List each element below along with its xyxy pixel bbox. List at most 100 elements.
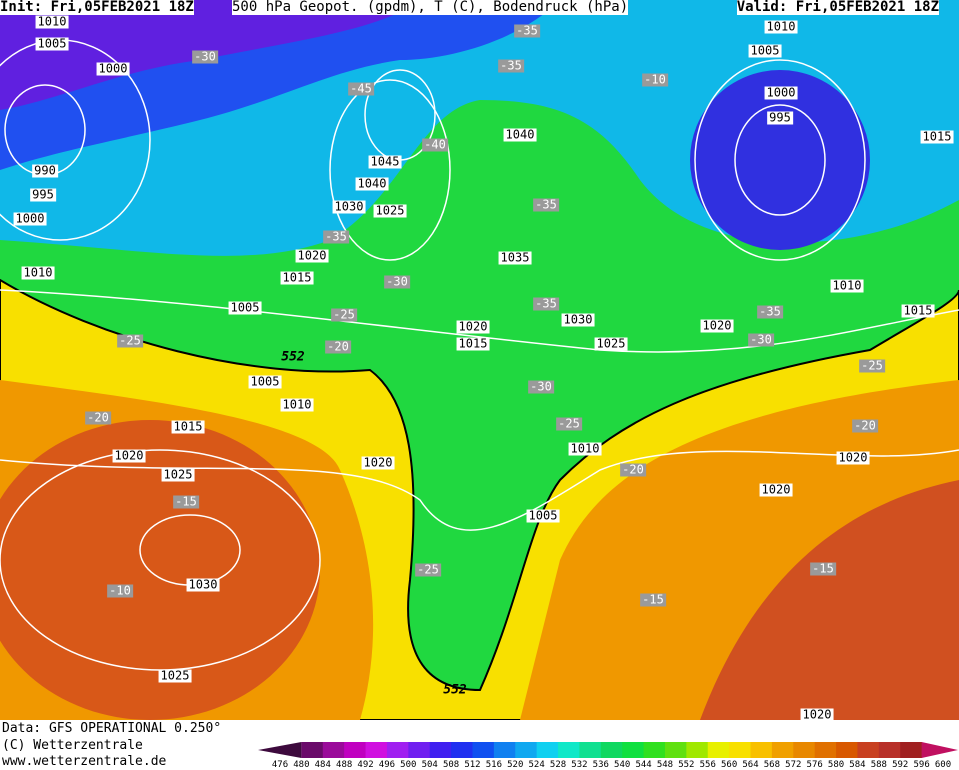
colorbar-label: 564 bbox=[742, 760, 759, 770]
temperature-label: -20 bbox=[85, 410, 111, 425]
colorbar-label: 540 bbox=[614, 760, 631, 770]
pressure-label: 990 bbox=[32, 163, 58, 178]
colorbar-swatch bbox=[386, 742, 409, 758]
pressure-label: 1020 bbox=[112, 448, 146, 463]
copyright: (C) Wetterzentrale bbox=[2, 738, 143, 753]
colorbar-label: 560 bbox=[720, 760, 738, 770]
temperature-label: -35 bbox=[514, 23, 540, 38]
pressure-label: 1020 bbox=[700, 318, 734, 333]
colorbar-swatch bbox=[771, 742, 794, 758]
pressure-label: 1000 bbox=[96, 61, 130, 76]
pressure-label: 1020 bbox=[759, 482, 793, 497]
pressure-label: 1020 bbox=[295, 248, 329, 263]
colorbar-label: 532 bbox=[571, 760, 588, 770]
colorbar-swatch bbox=[921, 742, 958, 758]
colorbar-label: 592 bbox=[892, 760, 909, 770]
pressure-label: 1010 bbox=[21, 265, 55, 280]
pressure-label: 1025 bbox=[594, 336, 628, 351]
pressure-label: 1005 bbox=[526, 508, 560, 523]
colorbar-swatch bbox=[750, 742, 773, 758]
pressure-label: 1015 bbox=[920, 129, 954, 144]
temperature-label: -20 bbox=[325, 339, 351, 354]
colorbar-label: 484 bbox=[314, 760, 331, 770]
colorbar-label: 476 bbox=[271, 760, 289, 770]
colorbar-label: 480 bbox=[293, 760, 310, 770]
temperature-label: -15 bbox=[640, 592, 666, 607]
temperature-label: -30 bbox=[748, 332, 774, 347]
colorbar-swatch bbox=[536, 742, 559, 758]
colorbar-label: 536 bbox=[592, 760, 609, 770]
colorbar-swatch bbox=[493, 742, 516, 758]
temperature-label: -25 bbox=[331, 307, 357, 322]
colorbar-label: 596 bbox=[913, 760, 930, 770]
pressure-label: 1005 bbox=[228, 300, 262, 315]
colorbar-swatch bbox=[878, 742, 901, 758]
colorbar-swatch bbox=[301, 742, 324, 758]
colorbar-label: 496 bbox=[378, 760, 396, 770]
warm-region bbox=[0, 420, 320, 720]
temperature-label: -35 bbox=[498, 58, 524, 73]
pressure-label: 1035 bbox=[498, 250, 532, 265]
colorbar-swatch bbox=[429, 742, 452, 758]
pressure-label: 995 bbox=[767, 110, 793, 125]
pressure-label: 1010 bbox=[830, 278, 864, 293]
temperature-label: -25 bbox=[415, 562, 441, 577]
pressure-label: 1015 bbox=[901, 303, 935, 318]
pressure-label: 1020 bbox=[836, 450, 870, 465]
temperature-label: -25 bbox=[556, 416, 582, 431]
temperature-label: -30 bbox=[384, 274, 410, 289]
temperature-label: -15 bbox=[173, 494, 199, 509]
temperature-label: -35 bbox=[533, 197, 559, 212]
colorbar-swatch bbox=[344, 742, 367, 758]
pressure-label: 1020 bbox=[800, 707, 834, 722]
colorbar-swatch bbox=[451, 742, 473, 758]
temperature-label: -35 bbox=[323, 229, 349, 244]
website: www.wetterzentrale.de bbox=[2, 754, 167, 769]
pressure-label: 1005 bbox=[748, 43, 782, 58]
colorbar-swatch bbox=[900, 742, 923, 758]
colorbar-swatch bbox=[729, 742, 752, 758]
pressure-label: 1040 bbox=[503, 127, 537, 142]
colorbar-label: 548 bbox=[656, 760, 674, 770]
colorbar-swatch bbox=[558, 742, 580, 758]
colorbar-swatch bbox=[857, 742, 880, 758]
pressure-label: 1005 bbox=[248, 374, 282, 389]
colorbar-label: 524 bbox=[528, 760, 545, 770]
colorbar-label: 572 bbox=[785, 760, 802, 770]
pressure-label: 1015 bbox=[456, 336, 490, 351]
pressure-label: 1020 bbox=[456, 319, 490, 334]
map-title: 500 hPa Geopot. (gpdm), T (C), Bodendruc… bbox=[232, 0, 629, 15]
colorbar-label: 576 bbox=[806, 760, 823, 770]
pressure-label: 1025 bbox=[161, 467, 195, 482]
colorbar-swatch bbox=[258, 742, 302, 758]
temperature-label: -40 bbox=[422, 137, 448, 152]
pressure-label: 1025 bbox=[373, 203, 407, 218]
temperature-label: -30 bbox=[192, 49, 218, 64]
colorbar-swatch bbox=[643, 742, 666, 758]
colorbar-label: 584 bbox=[849, 760, 866, 770]
temperature-label: -25 bbox=[859, 358, 885, 373]
colorbar-label: 544 bbox=[635, 760, 652, 770]
colorbar-label: 556 bbox=[699, 760, 716, 770]
colorbar-label: 516 bbox=[485, 760, 502, 770]
temperature-label: -25 bbox=[117, 333, 143, 348]
colorbar-swatch bbox=[793, 742, 816, 758]
colorbar-label: 504 bbox=[421, 760, 438, 770]
warm-region bbox=[700, 480, 959, 720]
colorbar-label: 552 bbox=[678, 760, 695, 770]
colorbar-label: 568 bbox=[763, 760, 781, 770]
pressure-label: 1030 bbox=[186, 577, 220, 592]
pressure-label: 1020 bbox=[361, 455, 395, 470]
pressure-label: 1015 bbox=[280, 270, 314, 285]
temperature-label: -30 bbox=[528, 379, 554, 394]
temperature-label: -10 bbox=[107, 583, 133, 598]
colorbar-swatch bbox=[814, 742, 837, 758]
map bbox=[0, 0, 959, 720]
pressure-label: 1015 bbox=[171, 419, 205, 434]
colorbar-swatch bbox=[600, 742, 623, 758]
colorbar-swatch bbox=[686, 742, 709, 758]
colorbar-label: 492 bbox=[357, 760, 374, 770]
colorbar-label: 488 bbox=[336, 760, 353, 770]
init-time: Init: Fri,05FEB2021 18Z bbox=[0, 0, 194, 15]
